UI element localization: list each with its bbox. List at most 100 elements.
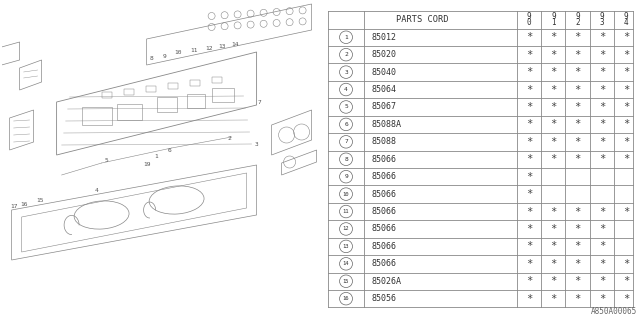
- Text: *: *: [575, 102, 580, 112]
- Text: 7: 7: [344, 139, 348, 144]
- Text: *: *: [526, 119, 532, 129]
- Text: 12: 12: [205, 45, 212, 51]
- Text: *: *: [598, 102, 605, 112]
- Text: 9: 9: [344, 174, 348, 179]
- Text: *: *: [598, 137, 605, 147]
- Text: *: *: [550, 259, 557, 269]
- Text: 85066: 85066: [372, 259, 397, 268]
- Text: *: *: [598, 32, 605, 42]
- Text: 8: 8: [344, 157, 348, 162]
- Text: 5: 5: [105, 157, 108, 163]
- Text: *: *: [575, 224, 580, 234]
- Text: 3: 3: [255, 142, 259, 148]
- Text: 6: 6: [168, 148, 172, 154]
- Text: 85026A: 85026A: [372, 277, 401, 286]
- Text: *: *: [526, 67, 532, 77]
- Text: *: *: [526, 259, 532, 269]
- Text: 5: 5: [344, 104, 348, 109]
- Text: *: *: [550, 119, 557, 129]
- Text: *: *: [575, 32, 580, 42]
- Text: 85066: 85066: [372, 207, 397, 216]
- Text: *: *: [575, 50, 580, 60]
- Text: 15: 15: [343, 279, 349, 284]
- Text: 11: 11: [343, 209, 349, 214]
- Bar: [124, 89, 134, 95]
- Text: 9: 9: [600, 12, 604, 21]
- Text: 14: 14: [231, 42, 238, 46]
- Text: 4: 4: [623, 19, 628, 28]
- Text: *: *: [526, 137, 532, 147]
- Text: *: *: [526, 172, 532, 182]
- Text: *: *: [575, 276, 580, 286]
- Text: 8: 8: [150, 55, 154, 60]
- Text: 1: 1: [344, 35, 348, 40]
- Text: *: *: [550, 294, 557, 304]
- Bar: [189, 80, 200, 86]
- Text: *: *: [575, 154, 580, 164]
- Text: *: *: [575, 206, 580, 217]
- Text: 85020: 85020: [372, 50, 397, 59]
- Text: 85066: 85066: [372, 190, 397, 199]
- Text: 15: 15: [36, 198, 44, 204]
- Text: *: *: [598, 206, 605, 217]
- Text: 85088: 85088: [372, 137, 397, 146]
- Bar: [145, 86, 156, 92]
- Text: *: *: [623, 119, 629, 129]
- Text: 85066: 85066: [372, 172, 397, 181]
- Text: *: *: [575, 84, 580, 94]
- Text: 4: 4: [95, 188, 99, 193]
- Text: *: *: [550, 241, 557, 252]
- Text: *: *: [550, 206, 557, 217]
- Bar: [102, 92, 111, 98]
- Text: *: *: [550, 50, 557, 60]
- Text: *: *: [575, 119, 580, 129]
- Text: *: *: [550, 102, 557, 112]
- Text: 19: 19: [143, 163, 150, 167]
- Text: 9: 9: [551, 12, 556, 21]
- Text: *: *: [550, 84, 557, 94]
- Text: *: *: [598, 154, 605, 164]
- Text: *: *: [575, 259, 580, 269]
- Text: *: *: [575, 137, 580, 147]
- Text: *: *: [623, 154, 629, 164]
- Text: *: *: [550, 276, 557, 286]
- Text: 13: 13: [343, 244, 349, 249]
- Text: *: *: [598, 241, 605, 252]
- Text: 9: 9: [575, 12, 580, 21]
- Text: 85066: 85066: [372, 224, 397, 234]
- Text: 4: 4: [344, 87, 348, 92]
- Text: *: *: [575, 241, 580, 252]
- Text: *: *: [526, 50, 532, 60]
- Text: *: *: [526, 102, 532, 112]
- Text: *: *: [550, 154, 557, 164]
- Text: *: *: [598, 294, 605, 304]
- Text: *: *: [526, 84, 532, 94]
- Text: *: *: [526, 294, 532, 304]
- Text: 17: 17: [10, 204, 17, 210]
- Text: 9: 9: [527, 12, 532, 21]
- Text: *: *: [598, 259, 605, 269]
- Text: 10: 10: [343, 192, 349, 196]
- Text: *: *: [575, 294, 580, 304]
- Text: 2: 2: [344, 52, 348, 57]
- Bar: [157, 97, 177, 112]
- Text: *: *: [598, 50, 605, 60]
- Text: 16: 16: [343, 296, 349, 301]
- Text: *: *: [623, 276, 629, 286]
- Text: 7: 7: [258, 100, 262, 105]
- Text: *: *: [598, 84, 605, 94]
- Text: *: *: [550, 32, 557, 42]
- Text: *: *: [550, 67, 557, 77]
- Text: 85064: 85064: [372, 85, 397, 94]
- Text: *: *: [526, 224, 532, 234]
- Text: 85056: 85056: [372, 294, 397, 303]
- Text: 85067: 85067: [372, 102, 397, 111]
- Text: 85088A: 85088A: [372, 120, 401, 129]
- Bar: [116, 104, 141, 120]
- Text: 1: 1: [551, 19, 556, 28]
- Text: *: *: [623, 294, 629, 304]
- Text: 12: 12: [343, 227, 349, 231]
- Text: *: *: [623, 102, 629, 112]
- Text: *: *: [550, 137, 557, 147]
- Text: 13: 13: [218, 44, 225, 49]
